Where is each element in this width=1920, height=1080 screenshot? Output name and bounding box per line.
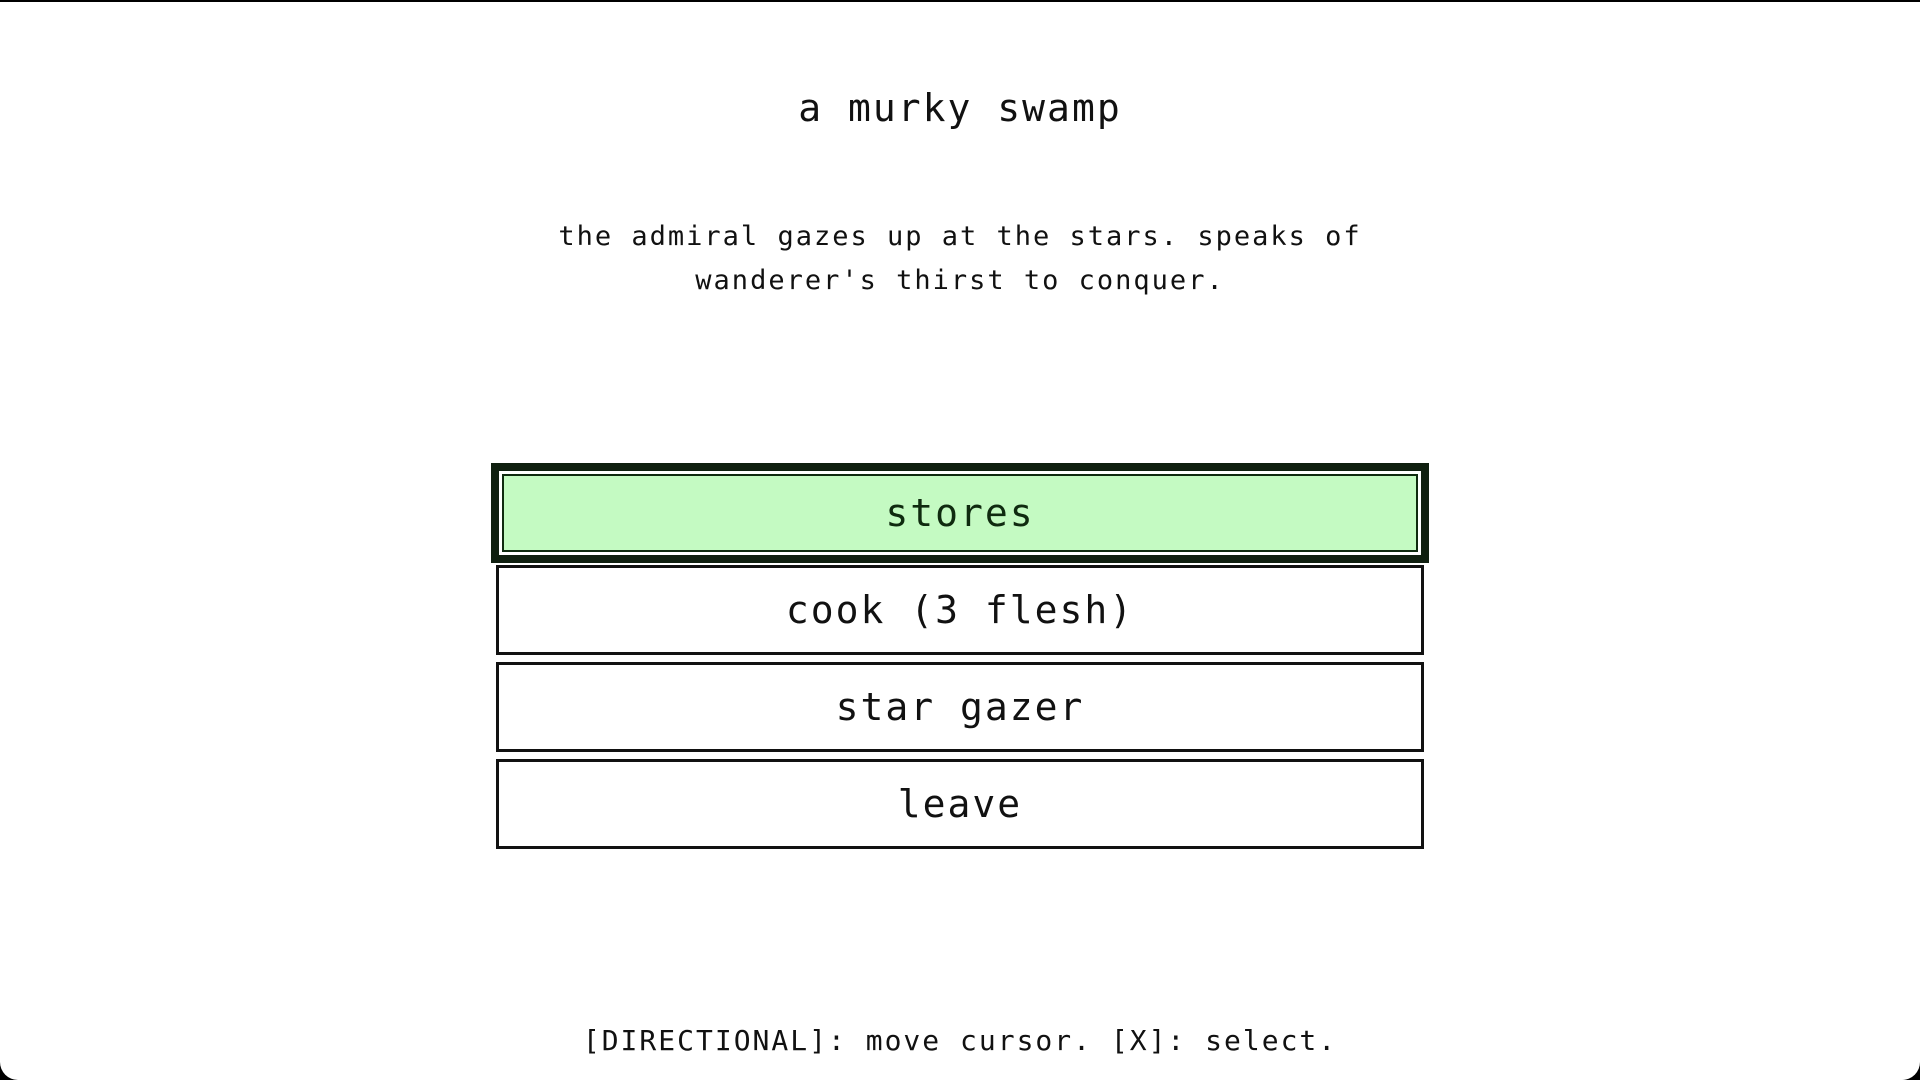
option-label: stores bbox=[885, 491, 1035, 535]
menu-option-stores[interactable]: stores bbox=[491, 463, 1429, 563]
menu-option-cook[interactable]: cook (3 flesh) bbox=[496, 565, 1424, 655]
scene-description: the admiral gazes up at the stars. speak… bbox=[558, 221, 1362, 296]
controls-hint: [DIRECTIONAL]: move cursor. [X]: select. bbox=[582, 1024, 1338, 1057]
menu-option-star-gazer[interactable]: star gazer bbox=[496, 662, 1424, 752]
option-label: cook (3 flesh) bbox=[785, 588, 1135, 632]
option-label: star gazer bbox=[835, 685, 1085, 729]
location-title: a murky swamp bbox=[798, 86, 1122, 130]
option-label: leave bbox=[897, 782, 1023, 826]
menu-option-leave[interactable]: leave bbox=[496, 759, 1424, 849]
action-menu: stores cook (3 flesh) star gazer leave bbox=[491, 463, 1429, 856]
